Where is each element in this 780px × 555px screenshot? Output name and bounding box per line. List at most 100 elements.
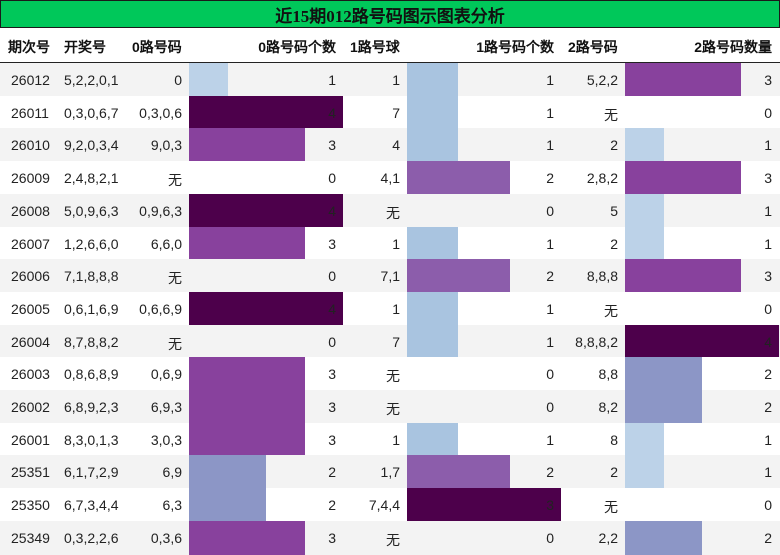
header-r2count: 2路号码数量	[694, 39, 772, 55]
r1-cell: 1	[392, 72, 400, 88]
r2-cell: 8,8,8,2	[575, 333, 618, 350]
issue-cell: 26008	[11, 202, 50, 219]
r1-count-bar	[407, 95, 459, 130]
r2-count-cell: 3	[764, 170, 772, 187]
r2-cell: 8,2	[598, 399, 618, 415]
r1-cell: 1	[392, 300, 400, 317]
r0-count-cell: 3	[328, 235, 336, 252]
r2-cell: 2	[610, 235, 618, 252]
table-row: 25351 6,1,7,2,9 6,9 2 1,7 2 2 1	[0, 455, 780, 490]
issue-cell: 26006	[11, 268, 50, 285]
issue-cell: 26010	[11, 137, 50, 154]
r2-count-cell: 2	[764, 399, 772, 415]
r2-cell: 无	[604, 106, 618, 123]
r1-count-cell: 1	[546, 72, 554, 88]
chart-title: 近15期012路号码图示图表分析	[0, 0, 780, 28]
r1-count-cell: 1	[546, 333, 554, 350]
r0-count-bar	[189, 357, 305, 392]
draw-cell: 0,8,6,8,9	[64, 366, 119, 383]
r2-count-bar	[625, 259, 741, 294]
r2-count-cell: 0	[764, 300, 772, 317]
r0-count-bar	[189, 63, 228, 97]
r1-count-bar	[407, 128, 459, 163]
issue-cell: 25349	[11, 529, 50, 546]
table-row: 26009 2,4,8,2,1 无 0 4,1 2 2,8,2 3	[0, 161, 780, 196]
r1-count-cell: 2	[546, 464, 554, 481]
header-r0count: 0路号码个数	[258, 39, 336, 55]
r2-cell: 无	[604, 499, 618, 516]
r2-cell: 2	[610, 137, 618, 154]
r2-cell: 2,8,2	[586, 170, 618, 187]
r0-cell: 3,0,3	[150, 431, 182, 448]
r1-cell: 无	[386, 204, 400, 221]
issue-cell: 25350	[11, 497, 50, 514]
issue-cell: 26011	[11, 104, 49, 121]
r2-count-cell: 0	[764, 104, 772, 121]
issue-cell: 26009	[11, 170, 50, 187]
r2-cell: 2	[610, 464, 618, 481]
r2-count-cell: 1	[764, 137, 772, 154]
r0-cell: 0,9,6,3	[139, 202, 182, 219]
r0-count-bar	[189, 488, 266, 523]
header-r1: 1路号球	[350, 39, 400, 55]
r1-count-bar	[407, 488, 561, 523]
r0-cell: 无	[168, 270, 182, 287]
r1-cell: 1	[392, 235, 400, 252]
r2-count-bar	[625, 128, 664, 163]
r2-count-bar	[625, 63, 741, 97]
draw-cell: 6,8,9,2,3	[64, 399, 119, 415]
r1-count-bar	[407, 422, 459, 457]
r2-count-cell: 2	[764, 366, 772, 383]
draw-cell: 8,3,0,1,3	[64, 431, 119, 448]
r0-cell: 无	[168, 172, 182, 189]
r1-count-cell: 2	[546, 268, 554, 285]
r1-count-cell: 1	[546, 104, 554, 121]
r0-count-bar	[189, 128, 305, 163]
r2-count-bar	[625, 422, 664, 457]
r1-count-cell: 0	[546, 529, 554, 546]
r2-count-cell: 1	[764, 431, 772, 448]
r0-count-cell: 3	[328, 137, 336, 154]
draw-cell: 9,2,0,3,4	[64, 137, 119, 154]
table-row: 26012 5,2,2,0,1 0 1 1 1 5,2,2 3	[0, 63, 780, 97]
issue-cell: 26004	[11, 333, 50, 350]
r0-count-cell: 4	[328, 202, 336, 219]
table-row: 26002 6,8,9,2,3 6,9,3 3 无 0 8,2 2	[0, 390, 780, 424]
r0-count-cell: 3	[328, 529, 336, 546]
draw-cell: 7,1,8,8,8	[64, 268, 119, 285]
r1-count-cell: 0	[546, 399, 554, 415]
r1-count-bar	[407, 455, 510, 490]
r1-cell: 1,7	[380, 464, 400, 481]
r0-count-cell: 3	[328, 366, 336, 383]
draw-cell: 5,0,9,6,3	[64, 202, 119, 219]
r0-count-cell: 4	[328, 300, 336, 317]
r0-count-cell: 2	[328, 464, 336, 481]
table-row: 26006 7,1,8,8,8 无 0 7,1 2 8,8,8 3	[0, 259, 780, 294]
r2-cell: 8,8,8	[586, 268, 618, 285]
table-row: 26004 8,7,8,8,2 无 0 7 1 8,8,8,2 4	[0, 324, 780, 359]
r2-count-bar	[625, 226, 664, 261]
r2-cell: 8,8	[598, 366, 618, 383]
r0-count-cell: 2	[328, 497, 336, 514]
r1-cell: 7,4,4	[368, 497, 400, 514]
r0-cell: 0,3,0,6	[139, 104, 182, 121]
r2-count-cell: 4	[764, 333, 772, 350]
r2-count-bar	[625, 193, 664, 228]
issue-cell: 26003	[11, 366, 50, 383]
r1-count-cell: 0	[546, 202, 554, 219]
r1-count-bar	[407, 324, 459, 359]
r0-count-cell: 4	[328, 104, 336, 121]
r0-cell: 6,9	[162, 464, 182, 481]
r2-cell: 无	[604, 302, 618, 319]
r1-count-bar	[407, 259, 510, 294]
draw-cell: 0,3,0,6,7	[64, 104, 119, 121]
r0-cell: 无	[168, 335, 182, 352]
r1-cell: 4,1	[380, 170, 400, 187]
r0-count-bar	[189, 291, 343, 326]
table-row: 26001 8,3,0,1,3 3,0,3 3 1 1 8 1	[0, 422, 780, 457]
r0-count-cell: 1	[328, 72, 336, 88]
r0-cell: 6,6,0	[150, 235, 182, 252]
r1-cell: 无	[386, 368, 400, 385]
r1-count-cell: 2	[546, 170, 554, 187]
issue-cell: 26002	[11, 399, 50, 415]
